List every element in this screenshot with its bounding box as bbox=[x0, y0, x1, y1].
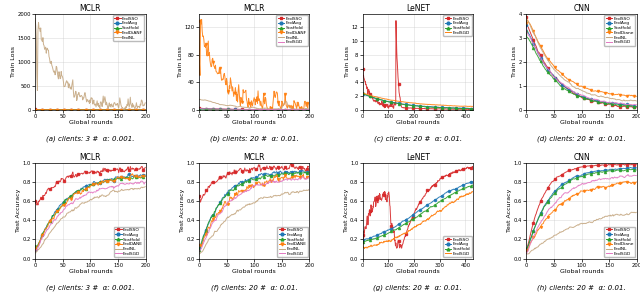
X-axis label: Global rounds: Global rounds bbox=[232, 269, 276, 274]
Text: (f) clients: 20 #  α: 0.01.: (f) clients: 20 # α: 0.01. bbox=[211, 285, 298, 291]
Title: CNN: CNN bbox=[573, 4, 590, 13]
Legend: FedSSO, FedAvg, Scaffold, FedDANE, FedNL, FedSGD: FedSSO, FedAvg, Scaffold, FedDANE, FedNL… bbox=[278, 226, 308, 257]
Legend: FedSSO, FedAvg, Scaffold, FedSGD: FedSSO, FedAvg, Scaffold, FedSGD bbox=[444, 15, 472, 36]
Y-axis label: Test Accuracy: Test Accuracy bbox=[508, 189, 512, 232]
Title: MCLR: MCLR bbox=[80, 153, 101, 162]
Title: MCLR: MCLR bbox=[243, 153, 265, 162]
X-axis label: Global rounds: Global rounds bbox=[396, 120, 440, 125]
Legend: FedSSO, FedAvg, Scaffold, FedDiane, FedNL, FedSGD: FedSSO, FedAvg, Scaffold, FedDiane, FedN… bbox=[604, 15, 636, 46]
Y-axis label: Test Accuracy: Test Accuracy bbox=[344, 189, 349, 232]
X-axis label: Global rounds: Global rounds bbox=[559, 120, 604, 125]
Y-axis label: Train Loss: Train Loss bbox=[512, 46, 517, 77]
Y-axis label: Train Loss: Train Loss bbox=[178, 46, 183, 77]
X-axis label: Global rounds: Global rounds bbox=[232, 120, 276, 125]
Legend: FedSSO, FedAvg, Scaffold, FedDiANF, FedNL: FedSSO, FedAvg, Scaffold, FedDiANF, FedN… bbox=[113, 15, 145, 41]
Text: (d) clients: 20 #  α: 0.01.: (d) clients: 20 # α: 0.01. bbox=[537, 136, 626, 142]
X-axis label: Global rounds: Global rounds bbox=[68, 269, 113, 274]
Title: LeNET: LeNET bbox=[406, 153, 430, 162]
Y-axis label: Test Accuracy: Test Accuracy bbox=[180, 189, 185, 232]
Y-axis label: Test Accuracy: Test Accuracy bbox=[16, 189, 21, 232]
X-axis label: Global rounds: Global rounds bbox=[396, 269, 440, 274]
Text: (g) clients: 20 #  α: 0.01.: (g) clients: 20 # α: 0.01. bbox=[374, 285, 462, 291]
Y-axis label: Train Loss: Train Loss bbox=[11, 46, 16, 77]
Text: (b) clients: 20 #  α: 0.01.: (b) clients: 20 # α: 0.01. bbox=[210, 136, 298, 142]
Text: (c) clients: 20 #  α: 0.01.: (c) clients: 20 # α: 0.01. bbox=[374, 136, 462, 142]
X-axis label: Global rounds: Global rounds bbox=[559, 269, 604, 274]
Y-axis label: Train Loss: Train Loss bbox=[345, 46, 350, 77]
Title: MCLR: MCLR bbox=[243, 4, 265, 13]
Legend: FedSSO, FedAvg, Scaffold, FedSGD: FedSSO, FedAvg, Scaffold, FedSGD bbox=[444, 236, 472, 257]
Title: MCLR: MCLR bbox=[80, 4, 101, 13]
Text: (h) clients: 20 #  α: 0.01.: (h) clients: 20 # α: 0.01. bbox=[537, 285, 626, 291]
Title: CNN: CNN bbox=[573, 153, 590, 162]
Legend: FedSSO, FedAvg, Scaffold, FedDiANF, FedNL, FedSGD: FedSSO, FedAvg, Scaffold, FedDiANF, FedN… bbox=[276, 15, 308, 46]
Legend: FedSSO, FedAvg, Scaffold, FedDANE, FedNL, FedSGD: FedSSO, FedAvg, Scaffold, FedDANE, FedNL… bbox=[114, 226, 145, 257]
X-axis label: Global rounds: Global rounds bbox=[68, 120, 113, 125]
Text: (a) clients: 3 #  α: 0.001.: (a) clients: 3 # α: 0.001. bbox=[46, 136, 135, 142]
Legend: FedSSO, FedAvg, Scaffold, FedDiane, FedNL, FedSGD: FedSSO, FedAvg, Scaffold, FedDiane, FedN… bbox=[604, 226, 636, 257]
Text: (e) clients: 3 #  α: 0.001.: (e) clients: 3 # α: 0.001. bbox=[46, 285, 135, 291]
Title: LeNET: LeNET bbox=[406, 4, 430, 13]
